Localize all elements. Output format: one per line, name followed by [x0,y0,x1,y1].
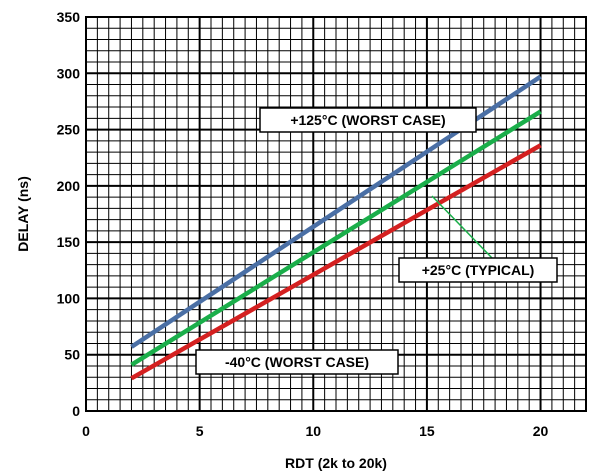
y-axis-title: DELAY (ns) [15,176,31,251]
typical-annotation-pointer [432,196,492,258]
x-tick-label: 20 [533,423,549,439]
y-tick-label: 50 [64,347,80,363]
y-tick-label: 0 [72,403,80,419]
annotation-125c: +125°C (WORST CASE) [290,112,445,128]
y-tick-label: 200 [57,178,81,194]
y-tick-labels: 0 50 100 150 200 250 300 350 [57,9,81,419]
y-tick-label: 100 [57,290,81,306]
annotation-25c: +25°C (TYPICAL) [422,262,535,278]
x-tick-label: 5 [196,423,204,439]
annotation-minus40c: -40°C (WORST CASE) [225,354,369,370]
y-tick-label: 300 [57,65,81,81]
y-tick-label: 250 [57,122,81,138]
x-tick-label: 15 [419,423,435,439]
y-tick-label: 350 [57,9,81,25]
x-tick-label: 10 [305,423,321,439]
y-tick-label: 150 [57,234,81,250]
x-tick-labels: 0 5 10 15 20 [82,423,548,439]
x-axis-title: RDT (2k to 20k) [285,455,387,471]
x-tick-label: 0 [82,423,90,439]
